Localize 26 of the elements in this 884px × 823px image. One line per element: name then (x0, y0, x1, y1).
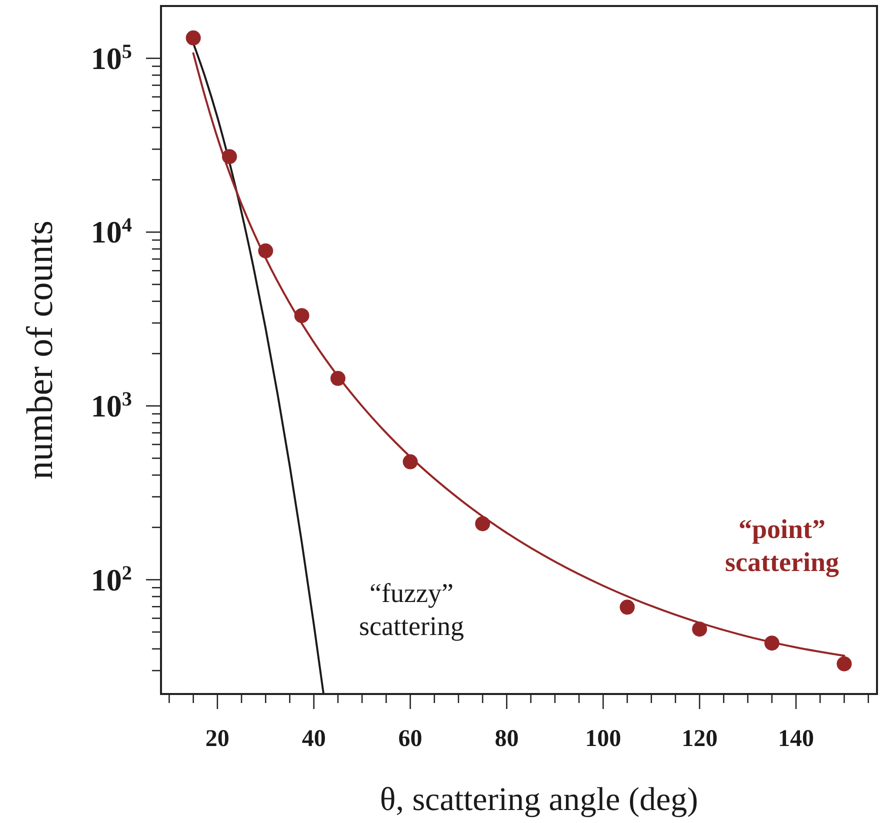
x-tick-label: 120 (682, 726, 718, 752)
x-tick-label: 20 (205, 726, 230, 752)
point (294, 308, 310, 324)
y-tick-label: 10$^{5}$ (90, 40, 132, 76)
y-tick-label: 10$^{2}$ (90, 562, 132, 598)
series-label: “point” scattering (725, 514, 840, 577)
y-axis-title: number of counts (20, 220, 61, 480)
x-tick-label: 80 (494, 726, 519, 752)
point (475, 516, 490, 532)
y-tick-label: 10$^{4}$ (90, 214, 132, 250)
x-tick-label: 140 (778, 726, 814, 752)
series-label: “fuzzy” scattering (359, 578, 464, 641)
x-tick-label: 60 (398, 726, 422, 752)
point (222, 149, 237, 164)
point (764, 636, 780, 651)
x-tick-label: 100 (585, 726, 622, 752)
point (258, 243, 274, 258)
point (692, 622, 708, 637)
point (836, 656, 852, 672)
y-tick-label: 10$^{3}$ (90, 388, 132, 424)
point (186, 30, 201, 46)
point (330, 370, 346, 386)
x-tick-label: 40 (302, 726, 326, 752)
point (620, 600, 635, 615)
point (402, 454, 418, 470)
x-axis-title: θ, scattering angle (deg) (380, 782, 698, 818)
